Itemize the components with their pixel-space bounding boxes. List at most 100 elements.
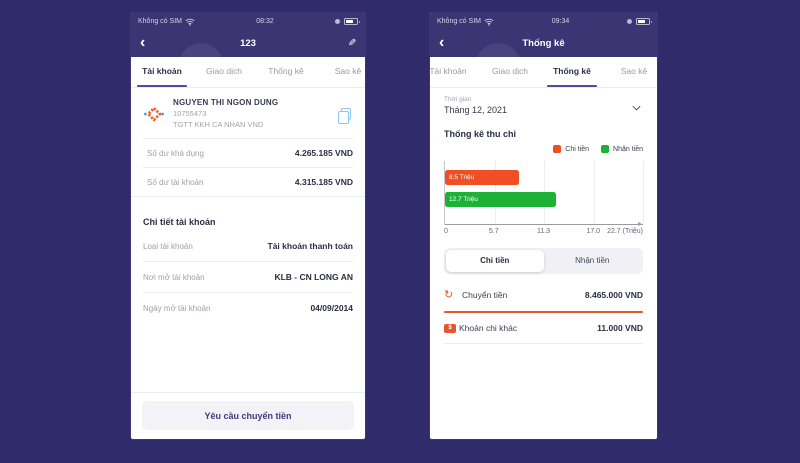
open-date-value: 04/09/2014 (310, 303, 353, 313)
period-value: Tháng 12, 2021 (444, 105, 508, 115)
branch-label: Nơi mở tài khoản (143, 272, 205, 282)
bar-chi-tien: 8.5 Triệu (445, 170, 520, 185)
bank-logo-icon (144, 105, 164, 122)
chart-legend: Chi tiền Nhận tiền (430, 141, 657, 155)
tab-bar: Tài khoản Giao dịch Thống kê Sao kê (131, 57, 365, 88)
tab-thong-ke[interactable]: Thống kê (268, 66, 304, 76)
footer: Yêu cầu chuyển tiền (131, 392, 365, 439)
tick-label: 5.7 (488, 228, 499, 235)
legend-label: Nhận tiền (613, 145, 643, 153)
account-detail-screen: Không có SIM 08:32 ‹ 123 ✎ Tài khoản Gia… (131, 13, 365, 439)
x-axis-ticks: 0 5.7 11.3 17.0 22.7 (Triệu) (444, 228, 643, 238)
status-dot-icon (335, 19, 340, 24)
tick-label: 22.7 (Triệu) (607, 228, 643, 235)
nav-bar: ‹ Thống kê (430, 30, 657, 57)
carrier-label: Không có SIM (437, 18, 481, 25)
battery-icon (344, 18, 360, 25)
account-type-value: Tài khoản thanh toán (267, 241, 353, 251)
request-transfer-button[interactable]: Yêu cầu chuyển tiền (142, 401, 354, 430)
legend-nhan-tien: Nhận tiền (601, 145, 643, 153)
section-spacer (131, 197, 365, 207)
divider (143, 138, 353, 139)
tick-label: 11.3 (536, 228, 551, 235)
wifi-icon (484, 18, 494, 26)
legend-label: Chi tiền (565, 145, 590, 153)
transfer-amount: 8.465.000 VND (584, 289, 643, 300)
tab-giao-dich[interactable]: Giao dịch (492, 66, 528, 76)
tick-label: 17.0 (586, 228, 601, 235)
account-type-label: Loại tài khoản (143, 241, 193, 251)
account-card: NGUYEN THI NGON DUNG 10755473 TGTT KKH C… (131, 88, 365, 138)
total-balance-row: Số dư tài khoản 4.315.185 VND (131, 168, 365, 196)
back-icon[interactable]: ‹ (140, 33, 146, 51)
other-expense-label: Khoản chi khác (459, 323, 518, 333)
legend-swatch-green (601, 145, 610, 153)
page-title: Thống kê (522, 38, 565, 49)
divider (444, 343, 643, 344)
account-holder-name: NGUYEN THI NGON DUNG (173, 98, 279, 107)
tab-sao-ke[interactable]: Sao kê (334, 66, 362, 76)
battery-icon (636, 18, 652, 25)
carrier-label: Không có SIM (138, 18, 182, 25)
money-icon: $ (444, 323, 456, 333)
stats-heading: Thống kê thu chi (444, 129, 516, 139)
available-balance-row: Số dư khả dụng 4.265.185 VND (131, 139, 365, 167)
transfer-expense-row[interactable]: ↻ Chuyển tiền 8.465.000 VND (430, 278, 657, 311)
chart-plot-area: 8.5 Triệu 12.7 Triệu (444, 161, 644, 226)
account-type: TGTT KKH CA NHAN VND (173, 120, 264, 129)
divider (143, 261, 353, 262)
gridline (643, 161, 644, 225)
status-bar: Không có SIM 08:32 (131, 13, 365, 30)
page-title: 123 (240, 38, 256, 49)
divider (143, 167, 353, 168)
open-date-row: Ngày mở tài khoản 04/09/2014 (131, 293, 365, 323)
tab-sao-ke[interactable]: Sao kê (620, 66, 648, 76)
legend-chi-tien: Chi tiền (553, 145, 589, 153)
phone-header: Không có SIM 09:34 ‹ Thống kê (430, 13, 657, 57)
period-select[interactable]: Thời gian Tháng 12, 2021 (430, 88, 657, 121)
copy-icon[interactable] (338, 107, 351, 124)
tab-bar: Tài khoản Giao dịch Thống kê Sao kê (430, 57, 657, 88)
toggle-nhan-tien[interactable]: Nhận tiền (575, 256, 610, 265)
tick-label: 0 (444, 228, 448, 235)
branch-value: KLB - CN LONG AN (274, 272, 353, 282)
expense-income-toggle: Chi tiền Nhận tiền (444, 248, 643, 274)
legend-swatch-orange (553, 145, 562, 153)
account-number: 10755473 (173, 109, 207, 118)
clock-label: 09:34 (551, 18, 570, 25)
available-balance-value: 4.265.185 VND (294, 148, 353, 158)
total-balance-value: 4.315.185 VND (294, 177, 353, 187)
clock-label: 08:32 (256, 18, 274, 25)
account-type-row: Loại tài khoản Tài khoản thanh toán (131, 231, 365, 261)
period-label: Thời gian (444, 96, 472, 103)
transfer-label: Chuyển tiền (462, 289, 508, 300)
income-expense-bar-chart: 8.5 Triệu 12.7 Triệu (444, 161, 644, 226)
orange-divider (444, 311, 643, 313)
account-info: NGUYEN THI NGON DUNG 10755473 TGTT KKH C… (173, 98, 333, 129)
wifi-icon (185, 18, 195, 26)
tab-tai-khoan[interactable]: Tài khoản (131, 57, 193, 87)
nav-bar: ‹ 123 ✎ (131, 30, 365, 57)
tab-tai-khoan[interactable]: Tài khoản (430, 66, 467, 76)
available-balance-label: Số dư khả dụng (147, 148, 204, 158)
back-icon[interactable]: ‹ (439, 33, 445, 51)
divider (131, 196, 365, 197)
phone-header: Không có SIM 08:32 ‹ 123 ✎ (131, 13, 365, 57)
account-details-heading: Chi tiết tài khoản (143, 217, 216, 227)
other-expense-row[interactable]: $ Khoản chi khác 11.000 VND (430, 313, 657, 343)
transfer-icon: ↻ (444, 289, 454, 301)
other-expense-amount: 11.000 VND (597, 323, 643, 333)
open-date-label: Ngày mở tài khoản (143, 303, 211, 313)
divider (143, 292, 353, 293)
edit-icon[interactable]: ✎ (347, 38, 356, 49)
chevron-down-icon (633, 102, 641, 110)
branch-row: Nơi mở tài khoản KLB - CN LONG AN (131, 262, 365, 292)
bar-nhan-tien: 12.7 Triệu (445, 192, 556, 207)
statistics-screen: Không có SIM 09:34 ‹ Thống kê Tài khoản … (430, 13, 657, 439)
tab-giao-dich[interactable]: Giao dịch (206, 66, 242, 76)
tab-thong-ke[interactable]: Thống kê (541, 57, 603, 87)
total-balance-label: Số dư tài khoản (147, 177, 204, 187)
gridline (593, 161, 595, 225)
x-axis (445, 222, 643, 226)
toggle-chi-tien[interactable]: Chi tiền (446, 250, 544, 272)
